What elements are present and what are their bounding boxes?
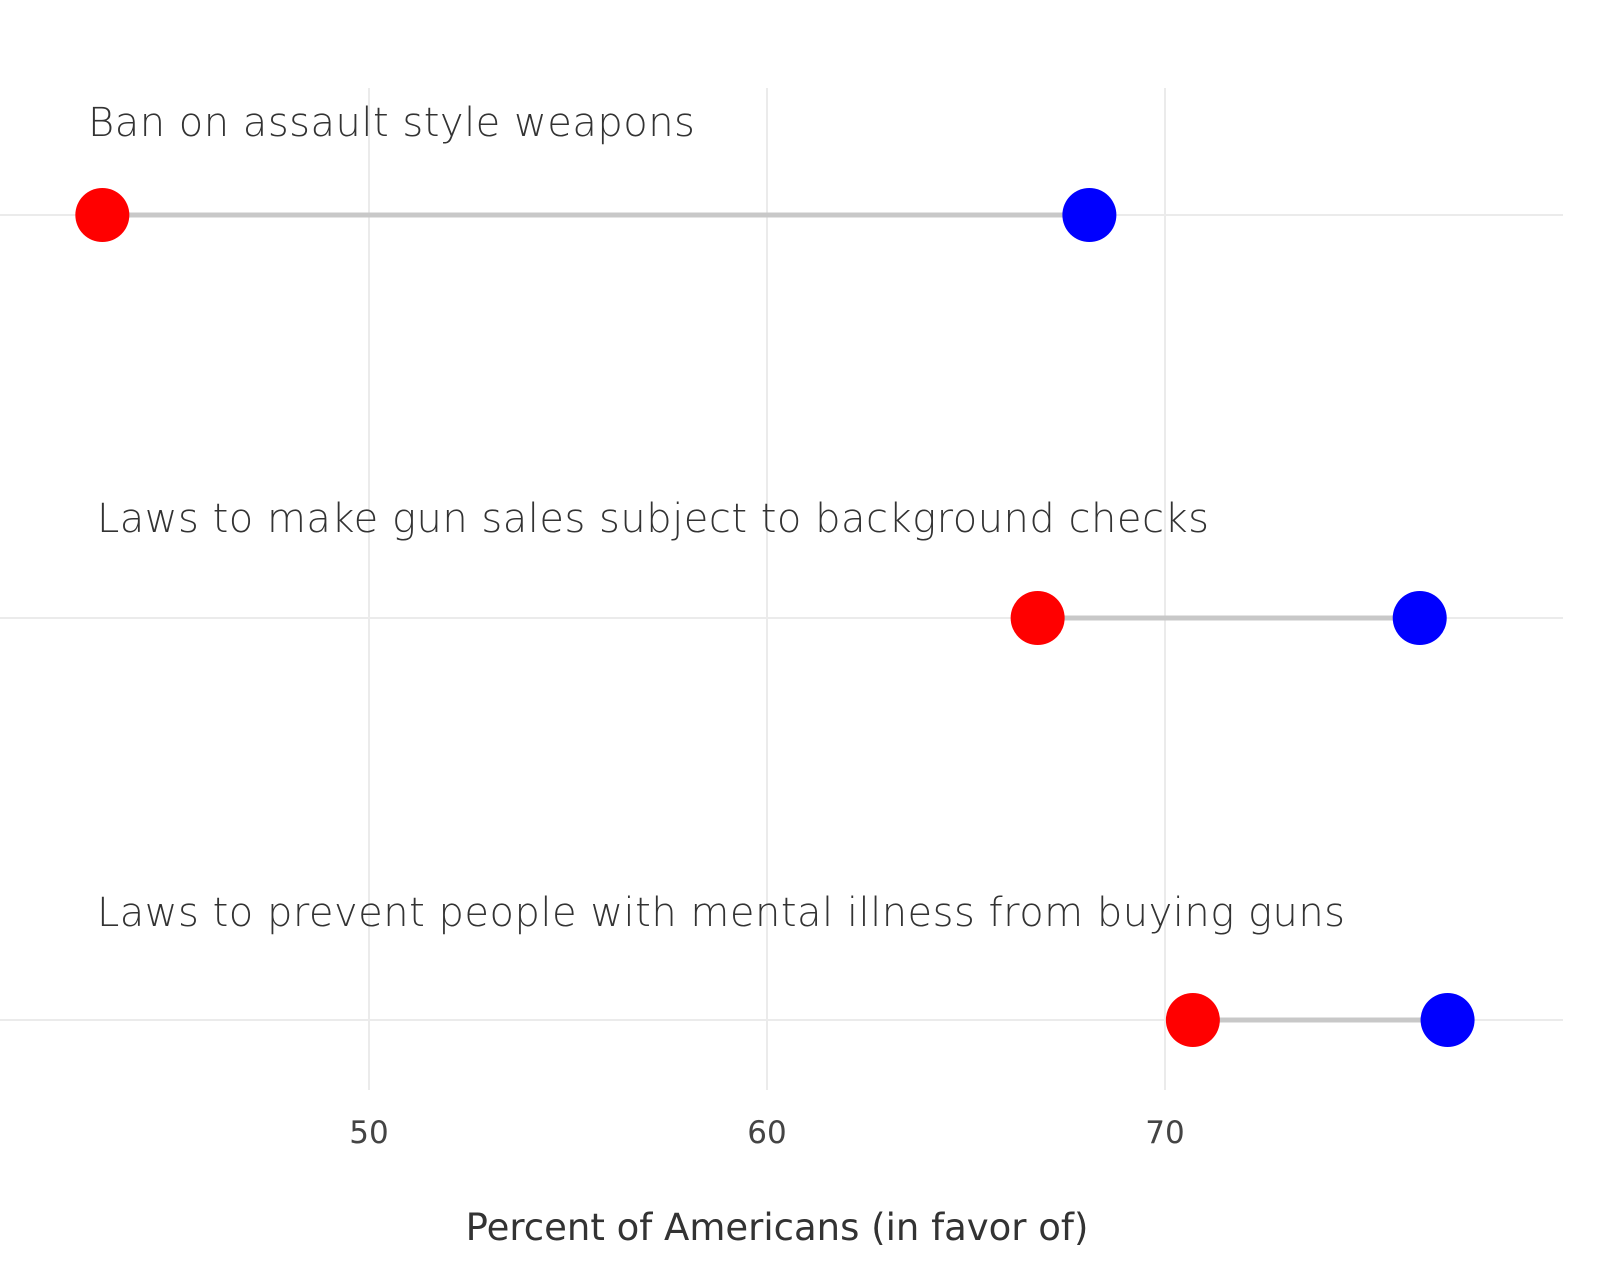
- high-point-1: [1062, 188, 1117, 242]
- x-axis-tick-labels: 50 60 70: [349, 1115, 1184, 1151]
- high-point-3: [1420, 993, 1475, 1047]
- vertical-gridlines: [368, 88, 1166, 1090]
- category-labels: Ban on assault style weapons Laws to make…: [88, 100, 1346, 936]
- low-point-1: [75, 188, 130, 242]
- x-tick-label-50: 50: [349, 1115, 388, 1151]
- category-label-3: Laws to prevent people with mental illne…: [97, 890, 1346, 936]
- low-point-2: [1010, 591, 1065, 645]
- dumbbell-segments: [102, 212, 1448, 1023]
- category-label-1: Ban on assault style weapons: [88, 100, 695, 146]
- category-label-2: Laws to make gun sales subject to backgr…: [97, 496, 1209, 542]
- low-point-3: [1165, 993, 1220, 1047]
- x-axis-title: Percent of Americans (in favor of): [466, 1206, 1089, 1249]
- x-tick-label-70: 70: [1145, 1115, 1184, 1151]
- x-tick-label-60: 60: [747, 1115, 786, 1151]
- dumbbell-points: [75, 188, 1475, 1047]
- high-point-2: [1392, 591, 1447, 645]
